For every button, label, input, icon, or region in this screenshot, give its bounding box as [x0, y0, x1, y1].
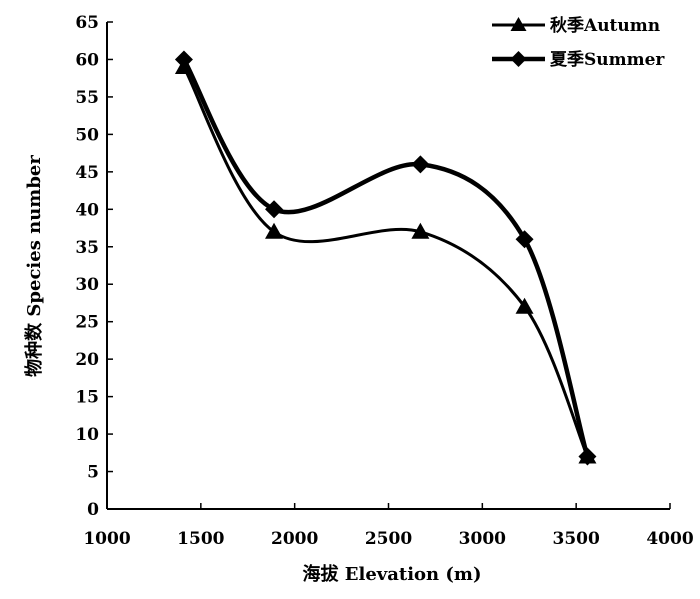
y-tick-label: 40 — [75, 200, 99, 220]
x-tick-label: 1000 — [83, 529, 130, 549]
legend-triangle-icon — [510, 17, 527, 31]
data-point-triangle — [515, 297, 534, 314]
data-point-diamond — [174, 50, 193, 69]
data-point-diamond — [515, 230, 534, 249]
y-tick-label: 20 — [75, 350, 99, 370]
x-tick-label: 3000 — [459, 529, 506, 549]
series-group — [174, 50, 597, 466]
x-tick-label: 1500 — [177, 529, 224, 549]
y-tick-label: 50 — [75, 125, 99, 145]
y-tick-label: 55 — [75, 88, 99, 108]
y-tick-label: 35 — [75, 238, 99, 258]
data-point-diamond — [265, 200, 284, 219]
legend: 秋季Autumn 夏季Summer — [492, 15, 665, 70]
legend-diamond-icon — [510, 51, 527, 67]
y-tick-label: 0 — [87, 500, 99, 520]
legend-label-summer: 夏季Summer — [550, 49, 665, 70]
y-ticks: 0 5 10 15 20 25 30 35 40 45 50 55 60 65 — [75, 13, 113, 520]
y-tick-label: 5 — [87, 463, 99, 483]
y-tick-label: 65 — [75, 13, 99, 33]
x-axis-title: 海拔 Elevation (m) — [303, 563, 482, 585]
x-tick-label: 2500 — [365, 529, 412, 549]
y-tick-label: 25 — [75, 313, 99, 333]
y-tick-label: 45 — [75, 163, 99, 183]
series-line-0 — [182, 66, 589, 458]
data-point-triangle — [411, 222, 430, 239]
x-ticks: 1000 1500 2000 2500 3000 3500 4000 — [83, 503, 694, 549]
y-tick-label: 60 — [75, 50, 99, 70]
data-point-diamond — [578, 447, 597, 466]
plot-area: 1000 1500 2000 2500 3000 3500 4000 0 5 10 15 20 25 3… — [75, 13, 693, 549]
x-tick-label: 4000 — [646, 529, 693, 549]
legend-label-autumn: 秋季Autumn — [550, 15, 660, 36]
legend-item-autumn: 秋季Autumn — [492, 15, 660, 36]
data-point-triangle — [265, 222, 284, 239]
x-tick-label: 3500 — [553, 529, 600, 549]
y-tick-label: 15 — [75, 388, 99, 408]
x-tick-label: 2000 — [271, 529, 318, 549]
legend-item-summer: 夏季Summer — [492, 49, 665, 70]
y-tick-label: 30 — [75, 275, 99, 295]
y-axis-title: 物种数 Species number — [23, 155, 45, 377]
y-tick-label: 10 — [75, 425, 99, 445]
data-point-diamond — [411, 155, 430, 174]
series-line-1 — [181, 58, 590, 458]
